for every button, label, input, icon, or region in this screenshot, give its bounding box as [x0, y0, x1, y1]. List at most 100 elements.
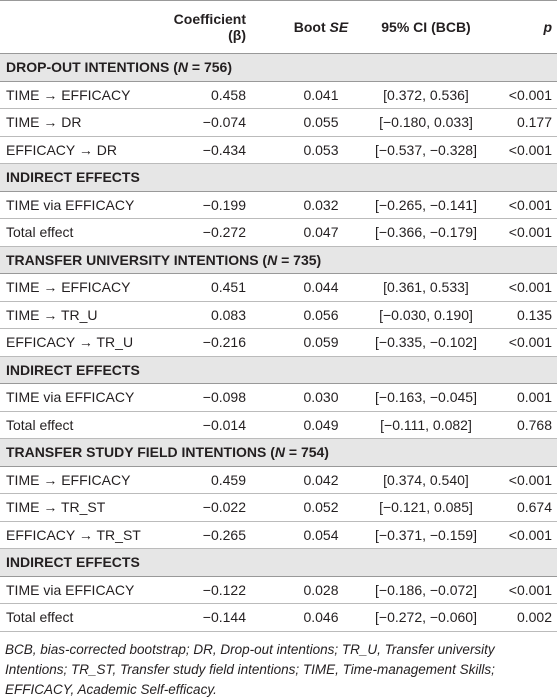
cell: 0.056 — [286, 301, 356, 329]
column-header: Coefficient (β) — [158, 0, 286, 54]
cell: [0.374, 0.540] — [356, 466, 496, 494]
section-row: INDIRECT EFFECTS — [0, 355, 557, 384]
section-row: DROP-OUT INTENTIONS (N = 756) — [0, 53, 557, 82]
text-part: = 754) — [284, 444, 329, 461]
cell: −0.074 — [158, 108, 286, 137]
row-label: TIME → EFFICACY — [0, 273, 158, 302]
data-row: EFFICACY → DR −0.434 0.053 [−0.537, −0.328]… — [0, 136, 557, 164]
cell: 0.459 — [158, 466, 286, 494]
data-row: TIME → EFFICACY 0.459 0.042 [0.374, 0.540] <… — [0, 466, 557, 494]
text-part: N — [274, 444, 285, 461]
row-label: TIME → EFFICACY — [0, 81, 158, 109]
data-row: TIME → EFFICACY 0.458 0.041 [0.372, 0.536] <… — [0, 81, 557, 109]
cell: 0.054 — [286, 521, 356, 549]
cell: <0.001 — [496, 136, 557, 164]
table-body: DROP-OUT INTENTIONS (N = 756) TIME → EFFI… — [0, 53, 557, 632]
data-row: TIME via EFFICACY −0.098 0.030 [−0.163, −0.… — [0, 383, 557, 412]
data-row: Total effect −0.272 0.047 [−0.366, −0.179] <… — [0, 218, 557, 247]
cell: −0.199 — [158, 191, 286, 219]
cell: 0.028 — [286, 576, 356, 604]
cell: 0.083 — [158, 301, 286, 329]
cell: 0.044 — [286, 273, 356, 302]
data-row: TIME via EFFICACY −0.199 0.032 [−0.265, −0.… — [0, 191, 557, 219]
cell: −0.216 — [158, 328, 286, 357]
cell: 0.041 — [286, 81, 356, 109]
cell: [−0.180, 0.033] — [356, 108, 496, 137]
data-row: TIME → TR_ST −0.022 0.052 [−0.121, 0.085] 0.… — [0, 493, 557, 522]
text-part: DROP-OUT INTENTIONS ( — [6, 59, 178, 76]
row-label: TIME via EFFICACY — [0, 191, 158, 219]
cell: 0.053 — [286, 136, 356, 164]
data-row: EFFICACY → TR_U −0.216 0.059 [−0.335, −0.10… — [0, 328, 557, 357]
cell: <0.001 — [496, 328, 557, 357]
cell: −0.434 — [158, 136, 286, 164]
cell: −0.022 — [158, 493, 286, 522]
section-row: TRANSFER STUDY FIELD INTENTIONS (N = 754… — [0, 438, 557, 467]
row-label: EFFICACY → DR — [0, 136, 158, 164]
section-row: TRANSFER UNIVERSITY INTENTIONS (N = 735) — [0, 245, 557, 274]
cell: 0.052 — [286, 493, 356, 522]
cell: 0.002 — [496, 603, 557, 632]
cell: <0.001 — [496, 466, 557, 494]
cell: <0.001 — [496, 191, 557, 219]
cell: 0.049 — [286, 411, 356, 439]
text-part: p — [543, 19, 552, 35]
data-row: TIME → DR −0.074 0.055 [−0.180, 0.033] 0.177 — [0, 108, 557, 137]
header-row: Coefficient (β) Boot SE 95% CI (BCB) p — [0, 0, 557, 54]
cell: [−0.163, −0.045] — [356, 383, 496, 412]
row-label: TIME via EFFICACY — [0, 576, 158, 604]
text-part: SE — [329, 19, 349, 35]
text-part: TRANSFER STUDY FIELD INTENTIONS ( — [6, 444, 275, 461]
data-row: TIME → TR_U 0.083 0.056 [−0.030, 0.190] 0.13… — [0, 301, 557, 329]
cell: <0.001 — [496, 576, 557, 604]
row-label: Total effect — [0, 218, 158, 247]
cell: −0.122 — [158, 576, 286, 604]
text-part: INDIRECT EFFECTS — [6, 361, 140, 378]
cell: 0.674 — [496, 493, 557, 522]
cell: 0.001 — [496, 383, 557, 412]
cell: [−0.272, −0.060] — [356, 603, 496, 632]
data-row: Total effect −0.014 0.049 [−0.111, 0.082] 0.… — [0, 411, 557, 439]
cell: <0.001 — [496, 81, 557, 109]
cell: [−0.265, −0.141] — [356, 191, 496, 219]
section-title: TRANSFER STUDY FIELD INTENTIONS (N = 754… — [0, 438, 557, 467]
section-title: INDIRECT EFFECTS — [0, 355, 557, 384]
cell: −0.098 — [158, 383, 286, 412]
cell: −0.272 — [158, 218, 286, 247]
section-row: INDIRECT EFFECTS — [0, 163, 557, 192]
text-part: 95% CI (BCB) — [381, 19, 471, 35]
text-part: Coefficient (β) — [173, 11, 246, 43]
section-title: INDIRECT EFFECTS — [0, 548, 557, 577]
row-label: TIME → TR_U — [0, 301, 158, 329]
text-part: = 735) — [277, 251, 322, 268]
row-label: EFFICACY → TR_ST — [0, 521, 158, 549]
cell: [−0.371, −0.159] — [356, 521, 496, 549]
cell: [−0.537, −0.328] — [356, 136, 496, 164]
text-part: N — [177, 59, 189, 76]
cell: 0.451 — [158, 273, 286, 302]
row-label: TIME → DR — [0, 108, 158, 137]
text-part: INDIRECT EFFECTS — [6, 169, 140, 186]
text-part: TRANSFER UNIVERSITY INTENTIONS ( — [6, 251, 268, 268]
row-label: TIME → EFFICACY — [0, 466, 158, 494]
cell: [0.372, 0.536] — [356, 81, 496, 109]
cell: <0.001 — [496, 521, 557, 549]
cell: 0.458 — [158, 81, 286, 109]
row-label: TIME → TR_ST — [0, 493, 158, 522]
header-cell — [0, 0, 158, 54]
cell: 0.059 — [286, 328, 356, 357]
cell: [−0.366, −0.179] — [356, 218, 496, 247]
data-row: TIME via EFFICACY −0.122 0.028 [−0.186, −0.… — [0, 576, 557, 604]
row-label: TIME via EFFICACY — [0, 383, 158, 412]
row-label: EFFICACY → TR_U — [0, 328, 158, 357]
cell: [0.361, 0.533] — [356, 273, 496, 302]
cell: [−0.121, 0.085] — [356, 493, 496, 522]
cell: <0.001 — [496, 218, 557, 247]
cell: [−0.186, −0.072] — [356, 576, 496, 604]
row-label: Total effect — [0, 411, 158, 439]
section-title: INDIRECT EFFECTS — [0, 163, 557, 192]
text-part: N — [267, 251, 278, 268]
cell: 0.768 — [496, 411, 557, 439]
text-part: Boot — [293, 19, 330, 35]
